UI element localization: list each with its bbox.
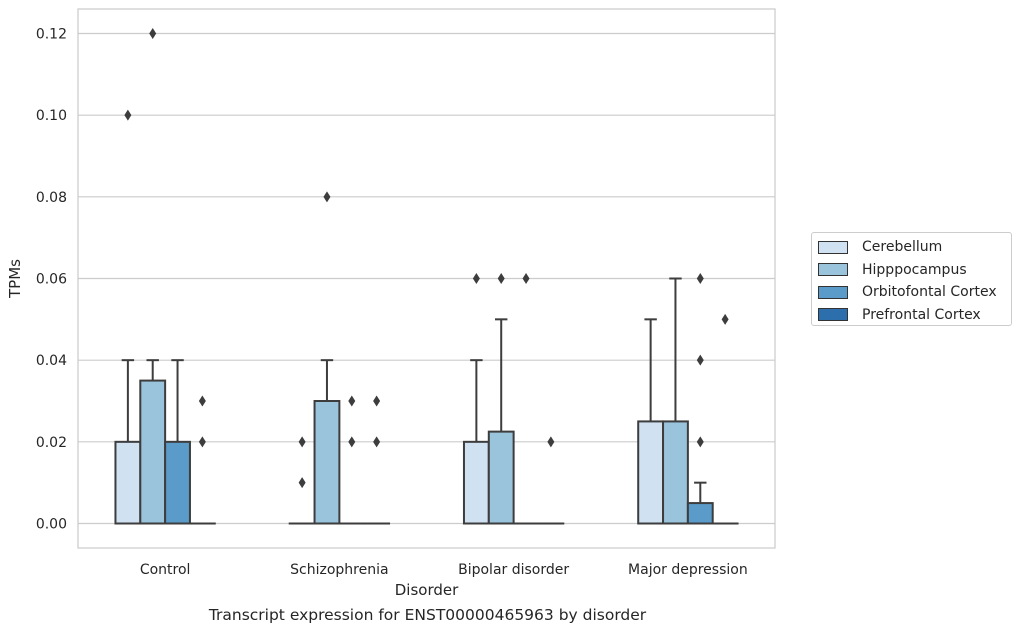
box-orbitofontal-cortex xyxy=(512,273,540,525)
box-cerebellum xyxy=(288,436,316,525)
outlier-point xyxy=(721,313,729,325)
y-tick-label: 0.10 xyxy=(36,108,67,124)
box-hipppocampus xyxy=(139,28,167,525)
gridlines xyxy=(78,32,775,525)
box-body xyxy=(114,440,142,525)
legend-item-cerebellum: Cerebellum xyxy=(818,236,1005,259)
box-body xyxy=(686,502,714,525)
legend-swatch-prefrontal-cortex xyxy=(818,308,848,322)
x-tick-label: Control xyxy=(140,562,191,578)
x-tick-label: Bipolar disorder xyxy=(458,562,569,578)
box-hipppocampus xyxy=(487,273,515,525)
outlier-point xyxy=(696,436,704,448)
box-hipppocampus xyxy=(313,191,341,525)
outlier-point xyxy=(373,436,381,448)
box-body xyxy=(164,440,191,525)
legend-label-hippocampus: Hipppocampus xyxy=(862,261,967,278)
box-prefrontal-cortex xyxy=(363,395,391,525)
outlier-point xyxy=(522,273,530,284)
box-prefrontal-cortex xyxy=(188,395,216,525)
legend-swatch-hippocampus xyxy=(818,263,848,277)
legend-item-hippocampus: Hipppocampus xyxy=(818,259,1005,282)
y-tick-label: 0.00 xyxy=(36,517,67,533)
legend: Cerebellum Hipppocampus Orbitofontal Cor… xyxy=(811,232,1012,326)
box-orbitofontal-cortex xyxy=(686,273,714,525)
chart-caption: Transcript expression for ENST0000046596… xyxy=(208,606,647,624)
outlier-point xyxy=(298,436,306,448)
box-orbitofontal-cortex xyxy=(338,395,366,525)
legend-label-cerebellum: Cerebellum xyxy=(862,239,943,256)
box-body xyxy=(662,420,689,525)
y-tick-label: 0.02 xyxy=(36,435,67,451)
y-axis-label: TPMs xyxy=(6,259,24,299)
outlier-point xyxy=(696,273,704,284)
box-cerebellum xyxy=(462,273,490,525)
y-tick-label: 0.12 xyxy=(36,27,67,43)
y-tick-label: 0.06 xyxy=(36,272,67,288)
legend-item-orbitofrontal-cortex: Orbitofontal Cortex xyxy=(818,281,1005,304)
x-tick-label: Major depression xyxy=(628,562,748,578)
outlier-point xyxy=(298,477,306,489)
legend-item-prefrontal-cortex: Prefrontal Cortex xyxy=(818,304,1005,327)
x-axis-ticks: Control Schizophrenia Bipolar disorder Majo… xyxy=(140,562,748,578)
box-body xyxy=(139,379,167,525)
outlier-point xyxy=(472,273,480,284)
legend-label-orbitofrontal-cortex: Orbitofontal Cortex xyxy=(862,284,997,301)
box-hipppocampus xyxy=(662,277,689,525)
outlier-point xyxy=(348,395,356,407)
outlier-point xyxy=(348,436,356,448)
plot-area-frame xyxy=(77,8,776,549)
x-axis-label: Disorder xyxy=(395,581,459,599)
boxes xyxy=(114,28,739,525)
box-cerebellum xyxy=(114,109,142,525)
outlier-point xyxy=(323,191,331,203)
outlier-point xyxy=(696,354,704,366)
box-orbitofontal-cortex xyxy=(164,359,191,525)
box-body xyxy=(487,430,515,525)
y-axis-ticks: 0.00 0.02 0.04 0.06 0.08 0.10 0.12 xyxy=(36,27,67,533)
box-prefrontal-cortex xyxy=(711,313,739,525)
outlier-point xyxy=(198,436,206,448)
outlier-point xyxy=(149,28,157,39)
legend-swatch-cerebellum xyxy=(818,240,848,254)
legend-label-prefrontal-cortex: Prefrontal Cortex xyxy=(862,306,981,323)
outlier-point xyxy=(497,273,505,284)
box-body xyxy=(313,400,341,525)
outlier-point xyxy=(547,436,555,448)
outlier-point xyxy=(373,395,381,407)
box-prefrontal-cortex xyxy=(537,436,565,525)
box-body xyxy=(462,440,490,525)
x-tick-label: Schizophrenia xyxy=(290,562,388,578)
y-tick-label: 0.04 xyxy=(36,353,67,369)
box-body xyxy=(637,420,665,525)
box-cerebellum xyxy=(637,318,665,525)
outlier-point xyxy=(198,395,206,407)
outlier-point xyxy=(124,109,132,121)
y-tick-label: 0.08 xyxy=(36,190,67,206)
legend-swatch-orbitofrontal-cortex xyxy=(818,285,848,299)
